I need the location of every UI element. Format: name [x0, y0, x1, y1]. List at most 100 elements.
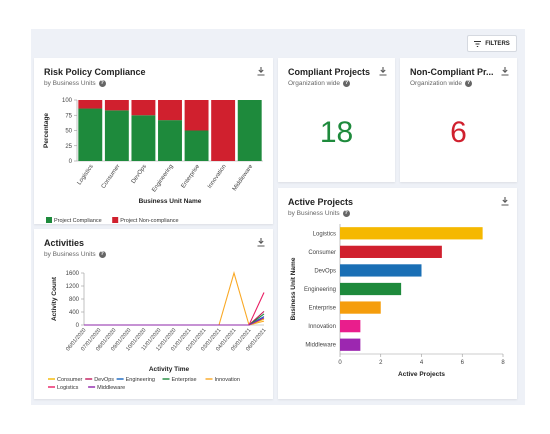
series-line[interactable] [84, 310, 265, 326]
help-icon[interactable]: ? [98, 80, 106, 87]
bar-segment[interactable] [131, 100, 156, 116]
bar-segment[interactable] [158, 120, 182, 161]
series-line[interactable] [84, 316, 265, 326]
card-subtitle: Organization wide? [288, 80, 351, 87]
series-line[interactable] [84, 317, 265, 326]
bar[interactable] [340, 245, 442, 258]
card-subtitle: by Business Units? [44, 80, 106, 87]
series-line[interactable] [84, 292, 265, 326]
card-subtitle: Organization wide? [410, 80, 473, 87]
compliant-count: 18 [319, 116, 354, 149]
bar[interactable] [340, 227, 483, 240]
bar-segment[interactable] [104, 100, 129, 111]
legend-swatch [112, 217, 119, 223]
y-tick-label: 1200 [66, 284, 80, 290]
y-tick-label: Logistics [313, 231, 336, 237]
download-icon[interactable] [501, 67, 509, 76]
x-tick-label: Enterprise [181, 163, 202, 189]
bar[interactable] [340, 320, 361, 333]
bar-segment[interactable] [184, 100, 209, 131]
active-projects-card: Active Projects by Business Units? Logis… [278, 188, 517, 399]
x-axis-title: Activity Time [149, 366, 190, 373]
risk-policy-card: Risk Policy Compliance by Business Units… [34, 58, 273, 224]
legend-label[interactable]: Logistics [57, 385, 79, 391]
legend-label[interactable]: Project Compliance [54, 218, 102, 224]
bar-segment[interactable] [78, 100, 103, 109]
card-subtitle: by Business Units? [288, 210, 350, 217]
bar[interactable] [340, 264, 422, 277]
y-tick-label: Innovation [308, 324, 336, 330]
y-axis-title: Business Unit Name [290, 257, 297, 320]
x-tick-label: Middleware [232, 163, 255, 192]
legend-label[interactable]: Consumer [57, 377, 83, 383]
y-axis-title: Percentage [43, 113, 50, 148]
y-tick-label: 25 [65, 144, 72, 150]
y-tick-label: 800 [69, 297, 80, 303]
noncompliant-projects-card: Non-Compliant Pr... Organization wide? 6 [400, 58, 517, 182]
card-subtitle: by Business Units? [44, 251, 106, 258]
legend-label[interactable]: Project Non-compliance [120, 218, 178, 224]
legend-label[interactable]: Enterprise [172, 377, 197, 383]
series-line[interactable] [84, 318, 265, 326]
filter-icon [474, 40, 482, 47]
card-title: Active Projects [288, 197, 354, 207]
y-tick-label: 75 [65, 113, 72, 119]
x-tick-label: 8 [501, 360, 505, 366]
legend-label[interactable]: Engineering [126, 377, 155, 383]
card-title: Activities [44, 238, 85, 248]
bar-segment[interactable] [78, 108, 103, 161]
help-icon[interactable]: ? [342, 210, 350, 217]
card-title: Compliant Projects [288, 67, 371, 77]
bar-segment[interactable] [211, 100, 236, 161]
bar[interactable] [340, 338, 361, 351]
bar[interactable] [340, 282, 402, 296]
y-tick-label: 0 [76, 323, 80, 329]
y-tick-label: 50 [65, 129, 72, 135]
bar-segment[interactable] [184, 130, 209, 162]
download-icon[interactable] [257, 67, 265, 76]
y-tick-label: 1600 [66, 271, 80, 277]
risk-compliance-chart: 0 25 50 75 100 Logistics Consumer DevOps Enginee… [43, 98, 263, 224]
dashboard-canvas: FILTERS Risk Policy Compliance by Busine… [31, 29, 525, 405]
x-tick-label: Engineering [151, 164, 174, 194]
legend-label[interactable]: DevOps [94, 377, 114, 383]
legend-label[interactable]: Innovation [215, 377, 240, 383]
help-icon[interactable]: ? [465, 80, 473, 87]
filters-button[interactable]: FILTERS [467, 35, 517, 52]
y-tick-label: Consumer [308, 250, 336, 256]
y-tick-label: 0 [69, 159, 73, 165]
x-tick-label: 4 [420, 360, 424, 366]
x-tick-label: Consumer [101, 164, 122, 190]
download-icon[interactable] [257, 238, 265, 247]
y-tick-label: Enterprise [309, 306, 337, 312]
card-title: Risk Policy Compliance [44, 67, 146, 77]
bar-segment[interactable] [237, 100, 262, 161]
x-tick-label: 6 [461, 360, 465, 366]
bar-segment[interactable] [158, 100, 182, 121]
x-tick-label: 2 [379, 360, 383, 366]
help-icon[interactable]: ? [98, 251, 106, 258]
bar-segment[interactable] [131, 115, 156, 161]
x-tick-label: Innovation [207, 164, 228, 190]
card-title: Non-Compliant Pr... [410, 67, 494, 77]
legend-label[interactable]: Middleware [97, 385, 125, 391]
noncompliant-count: 6 [450, 116, 467, 149]
y-tick-label: Middleware [305, 343, 336, 349]
y-tick-label: 100 [62, 98, 73, 104]
bar[interactable] [340, 301, 381, 314]
activities-card: Activities by Business Units? 0 400 800 120… [34, 229, 273, 399]
legend-swatch [46, 217, 52, 223]
bar-segment[interactable] [104, 110, 129, 161]
download-icon[interactable] [501, 197, 509, 206]
x-axis-title: Active Projects [398, 371, 445, 378]
active-projects-chart: Logistics Consumer DevOps Engineering Enterp… [290, 224, 505, 378]
x-axis-title: Business Unit Name [139, 198, 202, 205]
help-icon[interactable]: ? [343, 80, 351, 87]
series-line[interactable] [84, 313, 265, 326]
activities-chart: 04008001200160006/01/202007/01/202008/01… [48, 271, 268, 391]
download-icon[interactable] [379, 67, 387, 76]
series-line[interactable] [84, 271, 265, 326]
y-tick-label: 400 [69, 310, 80, 316]
y-tick-label: DevOps [314, 268, 336, 274]
x-tick-label: Logistics [77, 164, 95, 187]
